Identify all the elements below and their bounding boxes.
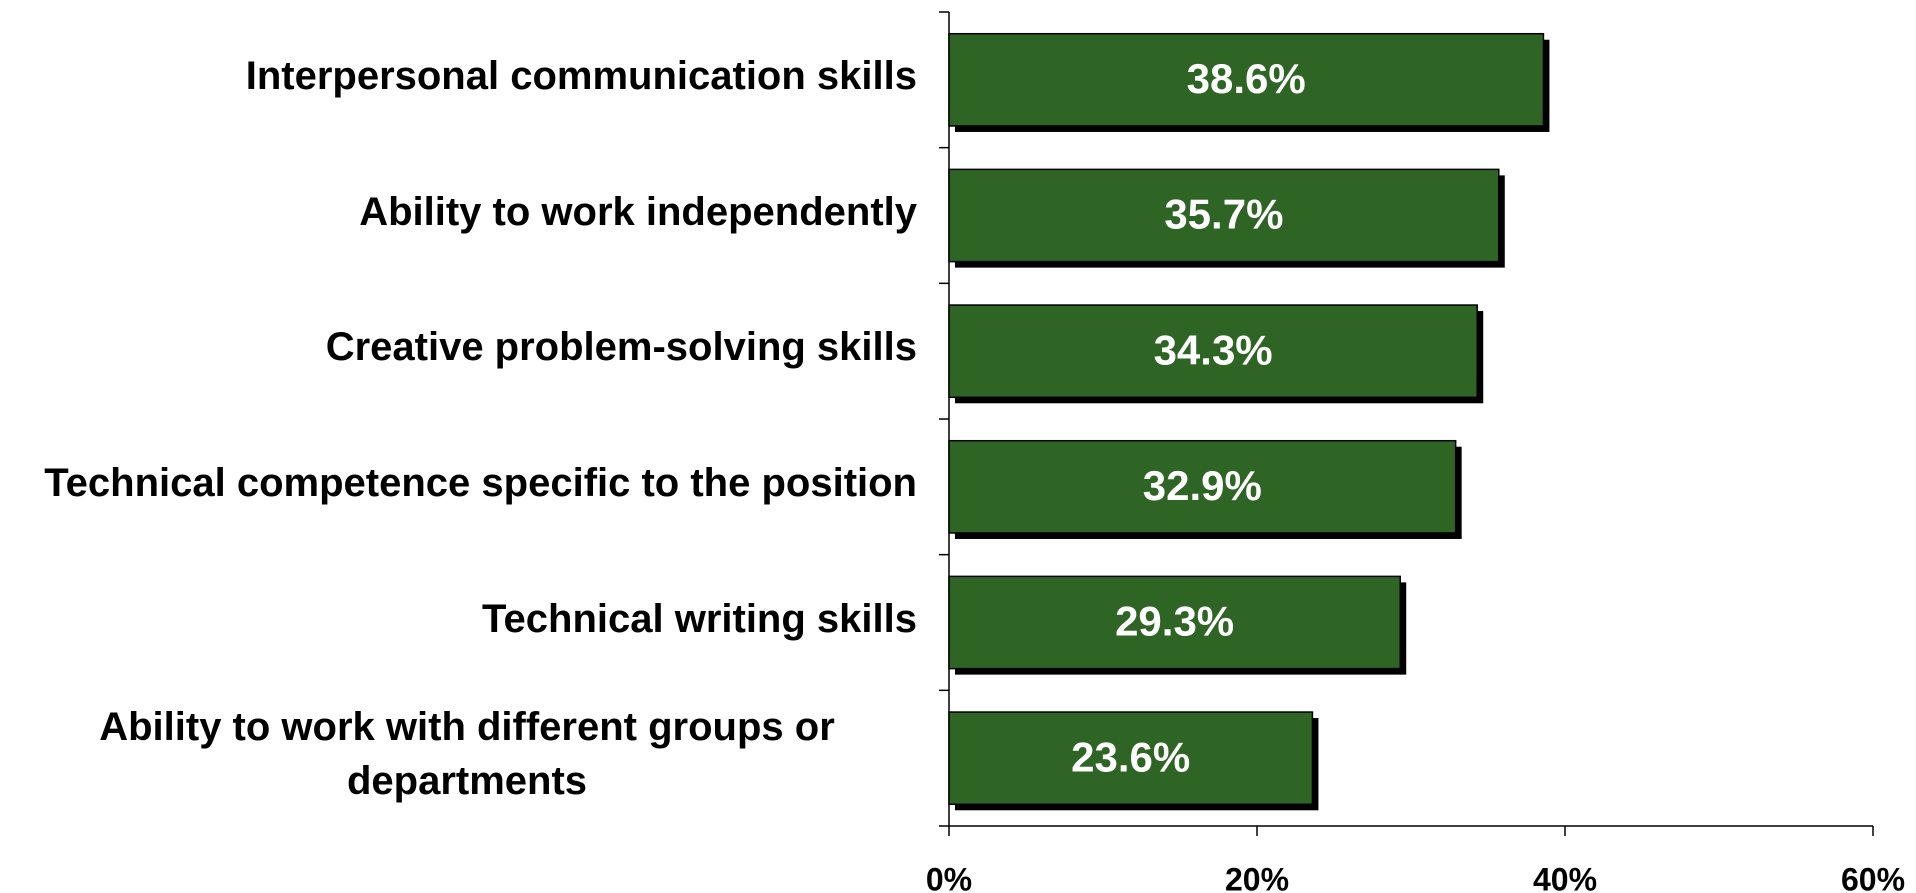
bar — [948, 575, 1401, 670]
value-label: 23.6% — [1071, 733, 1190, 780]
x-tick-label: 0% — [926, 861, 972, 893]
value-label: 29.3% — [1115, 598, 1234, 645]
bar — [948, 439, 1457, 534]
y-tick-label: Ability to work with different groups or… — [99, 705, 835, 804]
y-tick-label: Creative problem-solving skills — [325, 325, 917, 370]
value-label: 35.7% — [1164, 191, 1283, 238]
bar — [948, 168, 1500, 263]
bar — [948, 304, 1478, 399]
x-tick-label: 20% — [1225, 861, 1289, 893]
y-tick-label: Technical competence specific to the pos… — [44, 460, 917, 505]
y-tick-label: Interpersonal communication skills — [245, 53, 917, 98]
x-tick-label: 60% — [1841, 861, 1905, 893]
value-label: 32.9% — [1143, 462, 1262, 509]
value-label: 38.6% — [1187, 55, 1306, 102]
x-tick-label: 40% — [1533, 861, 1597, 893]
y-tick-label: Ability to work independently — [359, 189, 917, 234]
value-label: 34.3% — [1154, 326, 1273, 373]
y-tick-label: Technical writing skills — [482, 596, 917, 641]
bar — [948, 711, 1314, 806]
bar — [948, 32, 1545, 127]
